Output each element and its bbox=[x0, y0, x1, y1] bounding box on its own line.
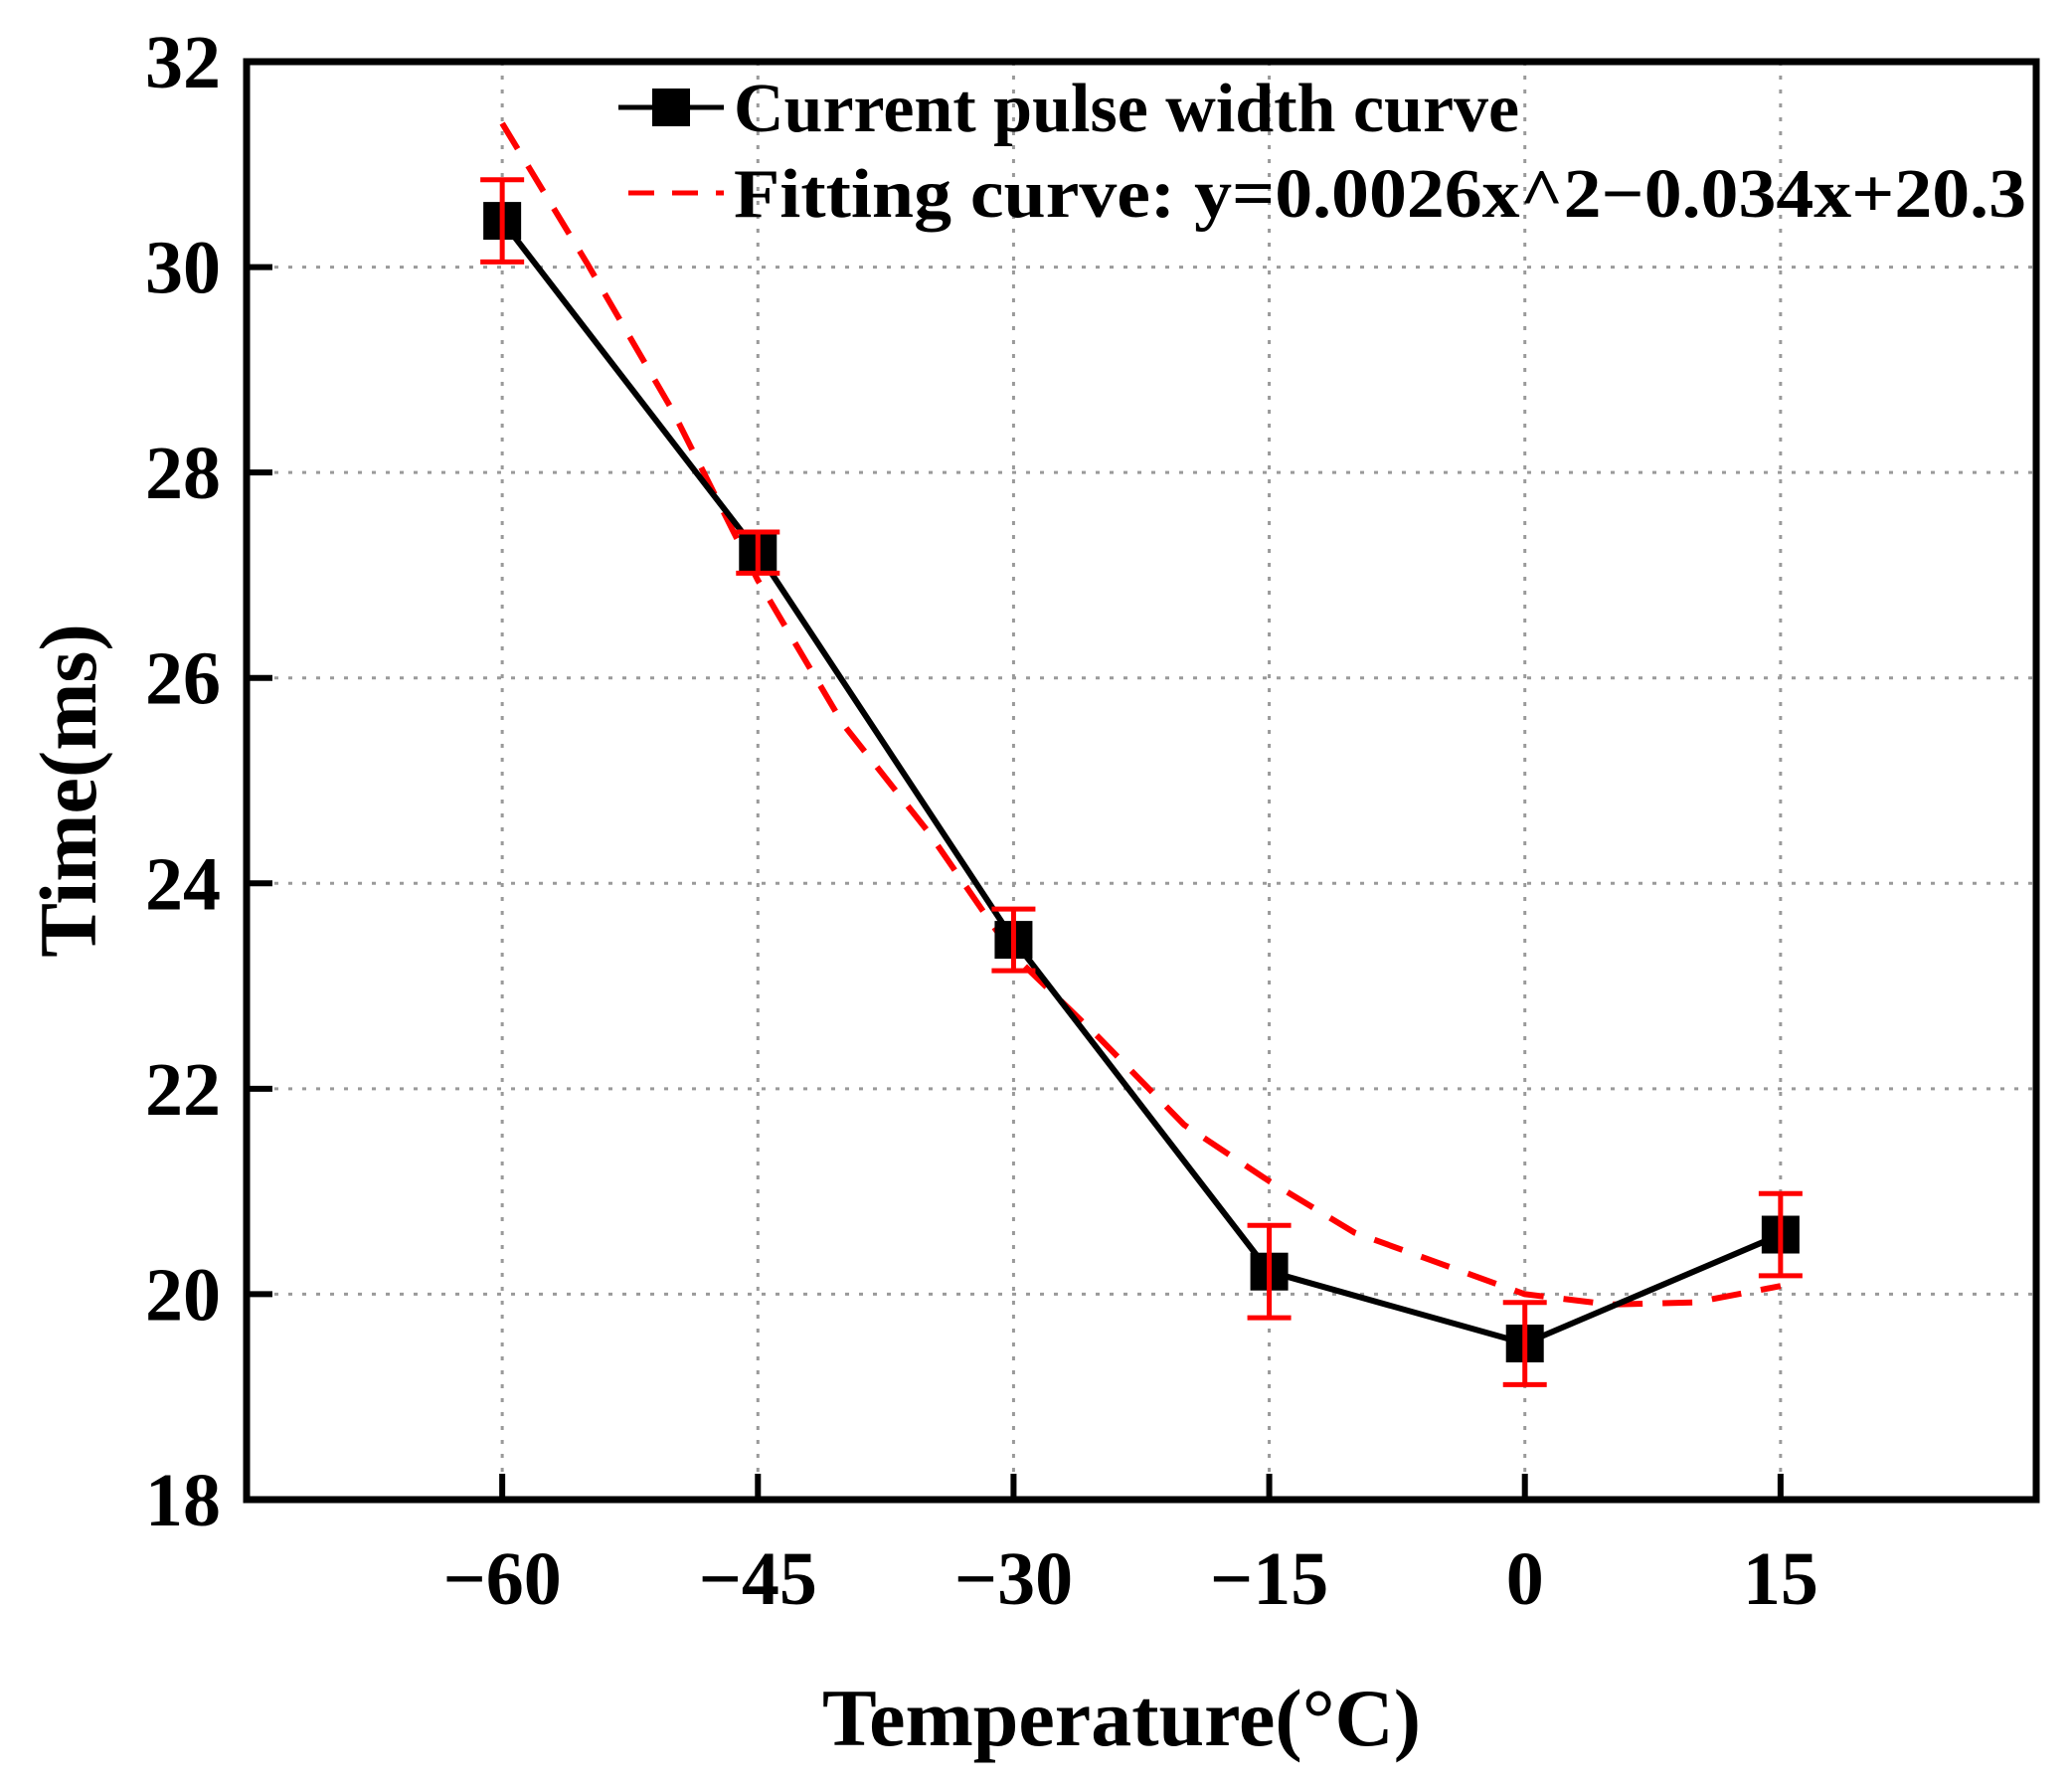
y-tick-label: 20 bbox=[145, 1253, 221, 1337]
x-tick-label: −30 bbox=[954, 1537, 1073, 1621]
current-pulse-line bbox=[499, 219, 1783, 1347]
x-tick-label: −15 bbox=[1210, 1537, 1328, 1621]
plot-frame bbox=[243, 58, 2040, 1504]
legend-swatch-marker-current-pulse bbox=[652, 89, 690, 126]
x-axis-title: Temperature(°C) bbox=[822, 1673, 1421, 1763]
y-tick-label: 32 bbox=[145, 21, 221, 104]
y-tick-label: 26 bbox=[145, 637, 221, 721]
x-tick-label: 15 bbox=[1743, 1537, 1818, 1621]
y-axis-title: Time(ms) bbox=[23, 624, 113, 958]
series-layer bbox=[480, 121, 1803, 1387]
y-tick-label: 30 bbox=[145, 227, 221, 310]
x-tick-label: −45 bbox=[699, 1537, 817, 1621]
x-tick-label: 0 bbox=[1506, 1537, 1544, 1621]
y-tick-label: 18 bbox=[145, 1459, 221, 1542]
legend: Current pulse width curve Fitting curve:… bbox=[618, 71, 2026, 233]
ticks: −60 −45 −30 −15 0 15 18 20 22 24 26 28 30 32 bbox=[145, 21, 1818, 1621]
legend-label-current-pulse: Current pulse width curve bbox=[734, 71, 1519, 147]
fitting-curve-line bbox=[499, 121, 1782, 1308]
y-tick-label: 28 bbox=[145, 432, 221, 515]
y-tick-label: 22 bbox=[145, 1048, 221, 1132]
legend-label-fitting: Fitting curve: y=0.0026x^2−0.034x+20.3 bbox=[734, 156, 2026, 233]
y-tick-label: 24 bbox=[145, 842, 221, 926]
x-tick-label: −60 bbox=[442, 1537, 561, 1621]
